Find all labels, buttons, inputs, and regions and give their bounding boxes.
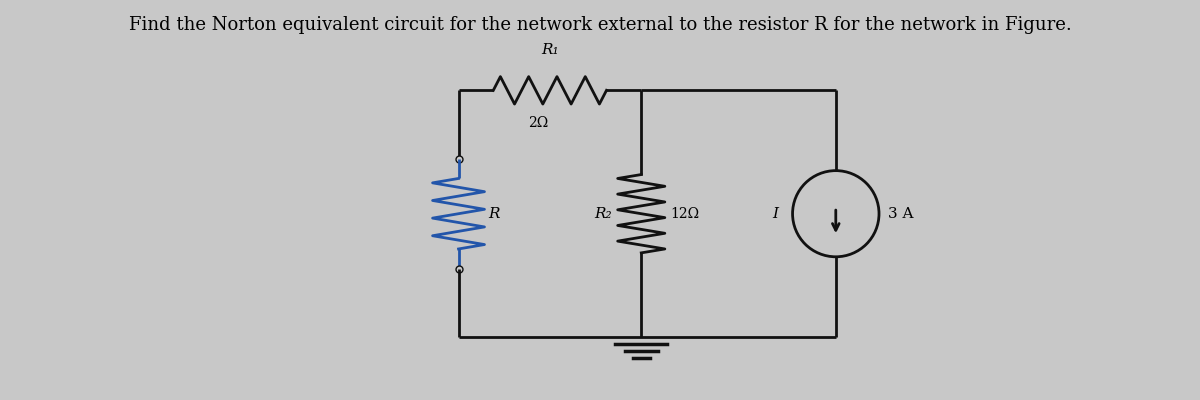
Text: R₁: R₁ [541,43,559,57]
Text: 2Ω: 2Ω [528,116,548,130]
Text: 12Ω: 12Ω [671,207,700,221]
Text: R: R [488,207,499,221]
Text: Find the Norton equivalent circuit for the network external to the resistor R fo: Find the Norton equivalent circuit for t… [128,16,1072,34]
Text: I: I [773,207,779,221]
Text: 3 A: 3 A [888,207,914,221]
Text: R₂: R₂ [594,207,612,221]
